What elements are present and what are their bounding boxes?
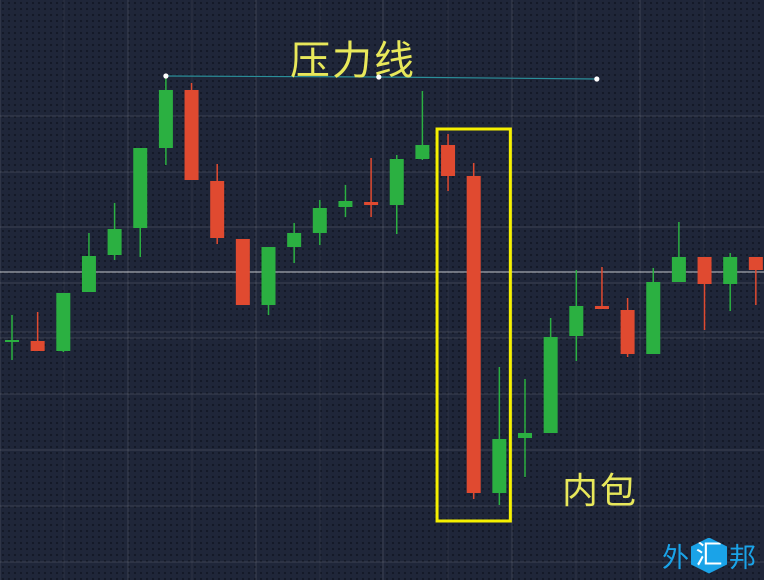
candle-body-down — [697, 257, 712, 284]
candle-body-up — [158, 90, 173, 148]
candle-body-down — [364, 202, 379, 205]
logo-left: 外 — [662, 543, 689, 574]
inside-bar-highlight-box — [435, 127, 512, 523]
candle-body-up — [723, 257, 738, 284]
candle-body-down — [441, 145, 456, 176]
watermark-logo: 外汇邦 — [662, 536, 756, 575]
candle-body-up — [5, 340, 19, 342]
candle-body-up — [338, 201, 353, 207]
candle-body-up — [671, 257, 686, 282]
candle-body-up — [312, 208, 327, 233]
candle-body-up — [107, 229, 122, 255]
candle-body-up — [415, 145, 430, 159]
candle-body-up — [56, 293, 71, 351]
resistance-line-point — [376, 74, 382, 80]
candle-body-up — [287, 233, 302, 247]
candle-body-up — [261, 247, 276, 305]
candle-body-up — [543, 337, 558, 433]
logo-mid: 汇 — [691, 537, 727, 574]
candle-body-down — [620, 310, 635, 354]
candle-body-up — [646, 282, 661, 354]
candle-body-down — [30, 341, 45, 351]
candle-body-up — [492, 439, 507, 493]
candle-body-down — [748, 257, 763, 270]
inside-bar-label: 内包 — [562, 471, 639, 512]
candle-body-up — [389, 159, 404, 205]
candle-body-up — [133, 148, 148, 228]
resistance-line-point — [163, 73, 169, 79]
resistance-line-label: 压力线 — [290, 38, 416, 84]
resistance-line-point — [594, 76, 600, 82]
candle-body-up — [569, 306, 584, 336]
candle-body-down — [184, 90, 199, 180]
candle-body-down — [210, 181, 225, 238]
candle-body-down — [235, 239, 250, 305]
candle-body-up — [81, 256, 96, 292]
candle-body-down — [594, 306, 609, 309]
logo-right: 邦 — [729, 543, 756, 574]
candle-body-up — [518, 433, 532, 438]
candle-body-down — [466, 176, 481, 493]
